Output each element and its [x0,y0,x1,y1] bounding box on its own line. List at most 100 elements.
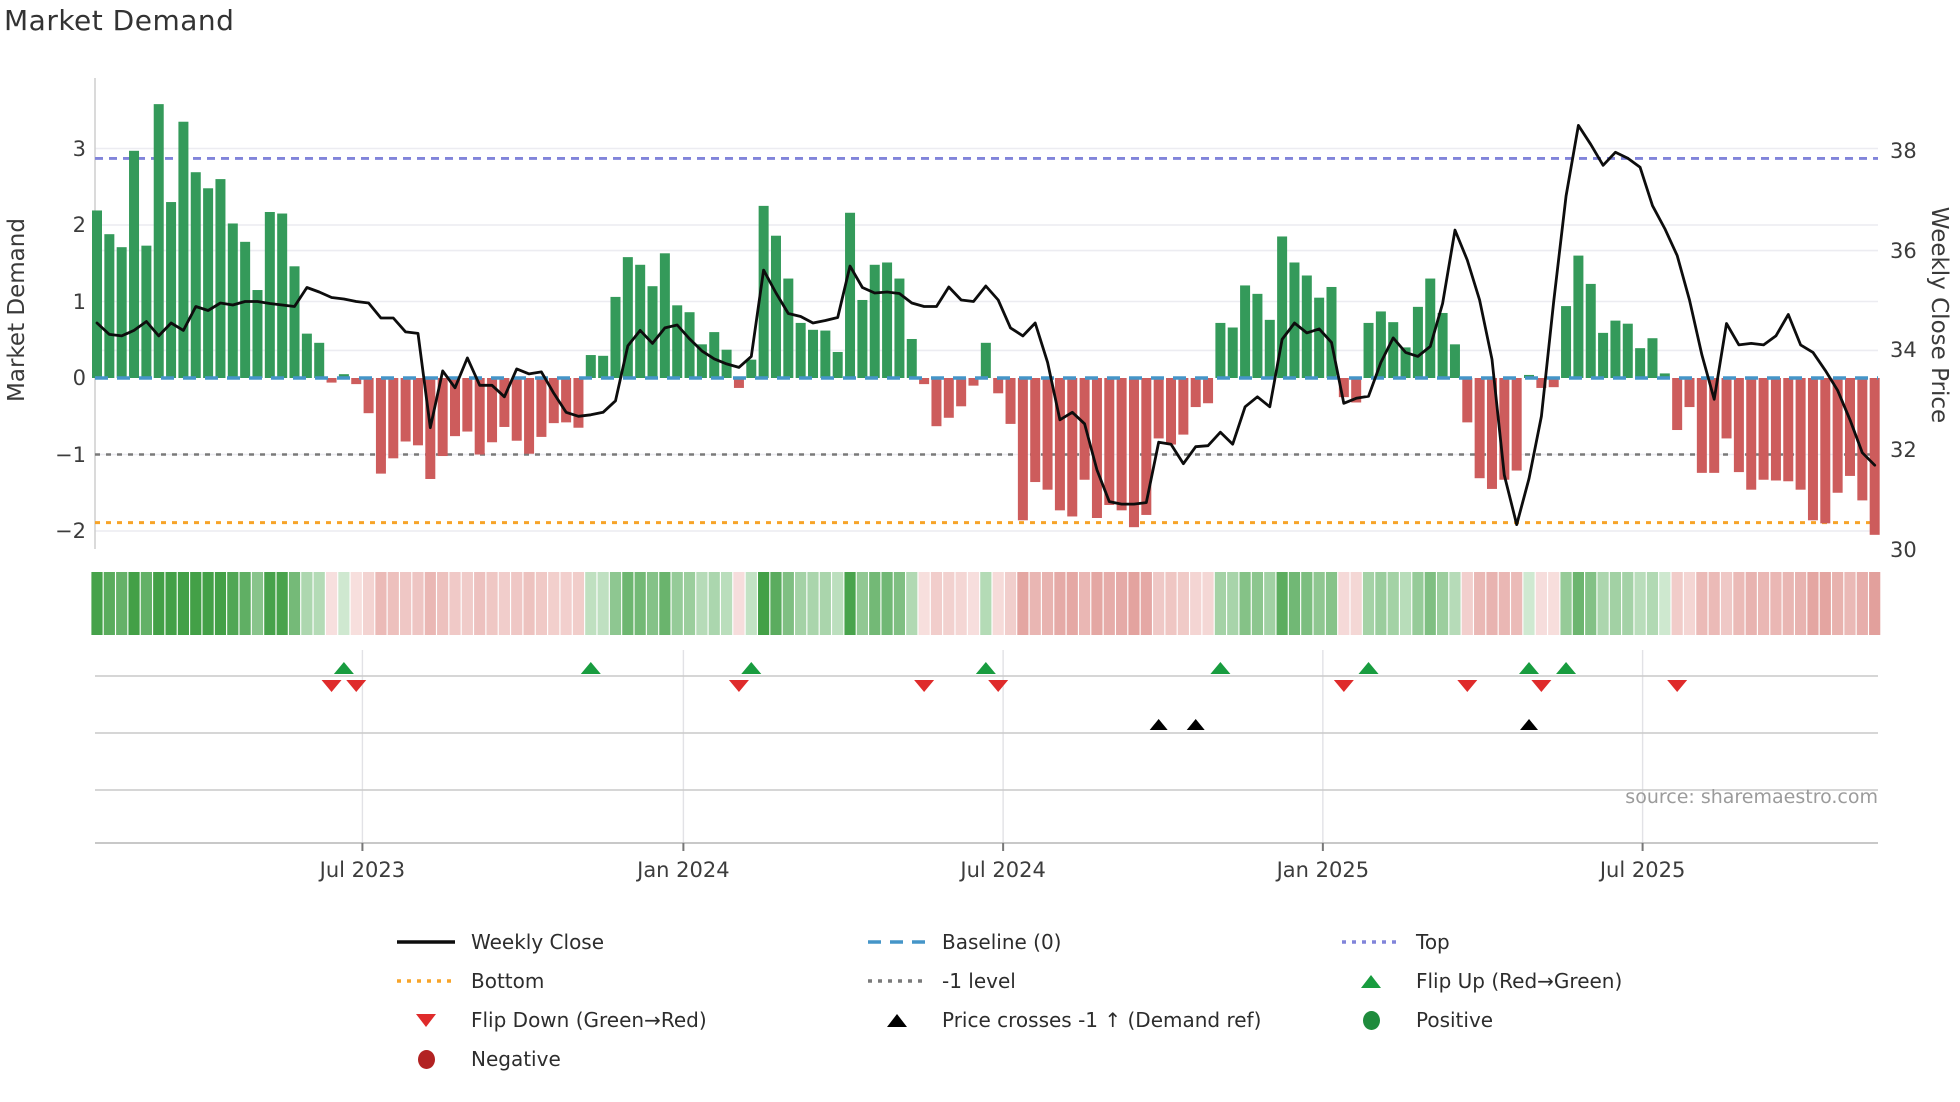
demand-bar-negative [1338,378,1349,398]
heat-cell [930,572,943,635]
legend-label: Top [1416,930,1450,954]
demand-bar-positive [1264,319,1275,378]
heat-cell [1066,572,1078,635]
left-axis-tick: −2 [55,519,86,543]
demand-bar-negative [573,378,584,428]
heat-cell [597,572,609,635]
demand-bar-positive [1585,283,1596,378]
demand-bar-positive [1425,278,1436,378]
heat-cell [646,572,659,635]
heat-cell [1437,572,1449,635]
heat-cell [1844,572,1856,635]
heat-cell [745,572,757,635]
heat-cell [844,572,856,635]
heat-cell [708,572,720,635]
heat-cell [1795,572,1807,635]
heat-cell [313,572,325,635]
right-axis-tick: 36 [1890,238,1917,263]
heat-cell [918,572,930,635]
right-axis-tick: 30 [1890,538,1917,562]
heat-cell [1227,572,1239,635]
legend-item: Weekly Close [395,929,604,955]
heat-cell [1696,572,1708,635]
demand-bar-positive [585,355,596,378]
heat-cell [609,572,622,635]
demand-bar-negative [968,378,979,386]
heat-cell [1770,572,1782,635]
demand-bar-positive [129,150,140,378]
heat-cell [1449,572,1461,635]
heat-cell [1609,572,1622,635]
heat-cell [1251,572,1264,635]
demand-bar-negative [1091,378,1102,518]
heat-cell [1461,572,1473,635]
demand-bar-positive [1573,255,1584,378]
demand-bar-positive [1610,320,1621,378]
demand-bar-positive [264,211,275,378]
x-axis-tick: Jan 2024 [637,858,730,882]
heat-cell [128,572,140,635]
heat-cell [338,572,350,635]
flip-up-marker [1210,662,1231,674]
demand-bar-positive [1314,297,1325,378]
heat-cell [362,572,375,635]
demand-bar-positive [1449,344,1460,378]
legend-tri-up-icon [866,1013,928,1027]
demand-bar-negative [919,378,930,385]
demand-bar-positive [252,290,263,378]
demand-bar-negative [733,378,744,388]
heat-cell [832,572,844,635]
demand-bar-positive [141,245,152,378]
legend-item: -1 level [866,968,1016,994]
demand-bar-positive [1289,262,1300,378]
demand-bar-positive [190,172,201,378]
demand-bar-positive [696,344,707,378]
heat-cell [1079,572,1091,635]
heat-cell [1301,572,1313,635]
legend-item: Price crosses -1 ↑ (Demand ref) [866,1007,1261,1033]
flip-down-marker [346,680,367,692]
flip-down-marker [914,680,935,692]
demand-bar-positive [1252,293,1263,378]
legend-dash-icon [866,938,928,946]
demand-bar-negative [1054,378,1065,511]
x-axis-tick: Jul 2025 [1599,858,1686,882]
heat-cell [1572,572,1584,635]
demand-bar-negative [1770,378,1781,481]
x-axis-tick: Jul 2024 [960,858,1046,882]
demand-bar-positive [277,213,288,378]
heat-cell [1745,572,1757,635]
demand-bar-negative [536,378,547,437]
heat-cell [1375,572,1387,635]
legend-label: Bottom [471,969,545,993]
flip-down-marker [728,680,749,692]
heat-cell [1041,572,1054,635]
flip-up-marker [1519,662,1540,674]
demand-bar-positive [203,188,214,378]
demand-bar-positive [104,234,115,378]
right-axis-tick: 38 [1890,138,1917,163]
legend-circle-icon [1340,1010,1402,1030]
demand-bar-negative [462,378,473,432]
heat-cell [980,572,992,635]
heat-cell [461,572,473,635]
demand-bar-negative [1820,378,1831,524]
price-cross-marker [1186,719,1205,730]
legend-dots-icon [866,977,928,985]
demand-bar-positive [289,266,300,378]
heat-cell [449,572,461,635]
price-cross-marker [1520,719,1539,730]
demand-bar-negative [1844,378,1855,476]
heat-cell [325,572,338,635]
heat-cell [276,572,288,635]
heat-cell [869,572,881,635]
heat-cell [1399,572,1412,635]
x-axis-tick: Jul 2023 [319,858,406,882]
demand-bar-negative [450,378,461,437]
demand-bar-positive [709,332,720,378]
heat-cell [881,572,893,635]
heat-cell [1757,572,1770,635]
heat-cell [1720,572,1733,635]
heat-cell [1350,572,1362,635]
left-axis-tick: 3 [72,136,86,161]
